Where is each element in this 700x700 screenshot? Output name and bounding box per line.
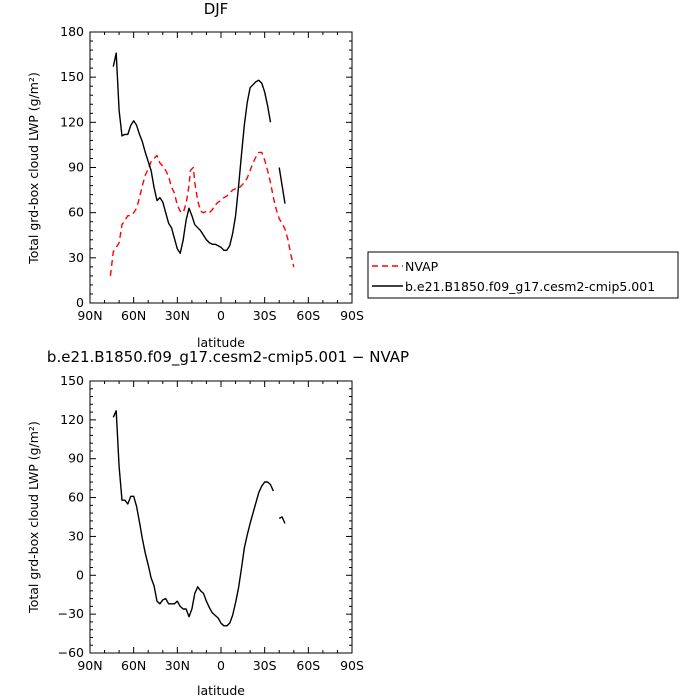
y-tick-label: 150 (60, 69, 84, 84)
y-tick-label: 0 (76, 295, 84, 310)
series-line-diff-0-seg-1 (278, 516, 286, 524)
x-tick-label: 60N (121, 308, 146, 323)
x-tick-label: 90N (77, 658, 102, 673)
y-tick-label: 90 (68, 160, 84, 175)
x-tick-label: 60S (296, 308, 320, 323)
x-tick-label: 30S (253, 658, 277, 673)
bottom-panel-frame (89, 380, 353, 654)
legend-label-nvap: NVAP (405, 259, 439, 274)
series-line-b-e21-b1850-f09-g17-cesm2-cmip5-001-seg-1 (278, 167, 286, 204)
x-tick-label: 60S (296, 658, 320, 673)
y-tick-label: 150 (60, 373, 84, 388)
series-line-nvap-seg-0 (109, 151, 295, 276)
x-tick-label: 90N (77, 308, 102, 323)
x-tick-label: 0 (217, 308, 225, 323)
top-panel-ticks: 90N 60N 30N 0 30S 60S 90S 0 30 60 90 120 150 180 (60, 24, 364, 323)
series-line-diff-0-seg-0 (112, 410, 275, 627)
bottom-panel-xlabel: latitude (197, 683, 245, 698)
y-tick-label: 120 (60, 114, 84, 129)
y-tick-label: 0 (76, 567, 84, 582)
top-panel-ylabel: Total grd-box cloud LWP (g/m²) (26, 72, 41, 265)
top-panel-series (109, 52, 295, 276)
top-panel-frame (89, 31, 353, 304)
y-tick-label: 30 (68, 250, 84, 265)
top-panel: DJF 90N 60N 30N 0 30S 60S 90S0306090120150180 … (26, 0, 364, 350)
legend: NVAP b.e21.B1850.f09_g17.cesm2-cmip5.001 (367, 251, 679, 299)
y-tick-label: 60 (68, 205, 84, 220)
x-tick-label: 60N (121, 658, 146, 673)
y-tick-label: 180 (60, 24, 84, 39)
legend-label-model: b.e21.B1850.f09_g17.cesm2-cmip5.001 (405, 279, 655, 294)
series-line-b-e21-b1850-f09-g17-cesm2-cmip5-001-seg-0 (112, 52, 272, 255)
bottom-panel-ticks: 90N 60N 30N 0 30S 60S 90S −60 −30 0 30 60 90 120 150 (58, 373, 364, 673)
x-tick-label: 90S (340, 658, 364, 673)
x-tick-label: 30S (253, 308, 277, 323)
y-tick-label: 90 (68, 451, 84, 466)
bottom-panel-title: b.e21.B1850.f09_g17.cesm2-cmip5.001 − NV… (47, 348, 409, 367)
top-panel-title: DJF (204, 0, 229, 18)
y-tick-label: −30 (58, 606, 84, 621)
bottom-panel-series (112, 410, 286, 627)
x-tick-label: 30N (165, 658, 190, 673)
y-tick-label: 30 (68, 528, 84, 543)
legend-box (367, 251, 679, 299)
x-tick-label: 0 (217, 658, 225, 673)
y-tick-label: 120 (60, 412, 84, 427)
y-tick-label: −60 (58, 645, 84, 660)
top-panel-xlabel: latitude (197, 335, 245, 350)
y-tick-label: 60 (68, 490, 84, 505)
bottom-panel-ylabel: Total grd-box cloud LWP (g/m²) (26, 421, 41, 614)
x-tick-label: 90S (340, 308, 364, 323)
x-tick-label: 30N (165, 308, 190, 323)
bottom-panel: b.e21.B1850.f09_g17.cesm2-cmip5.001 − NV… (26, 348, 409, 698)
